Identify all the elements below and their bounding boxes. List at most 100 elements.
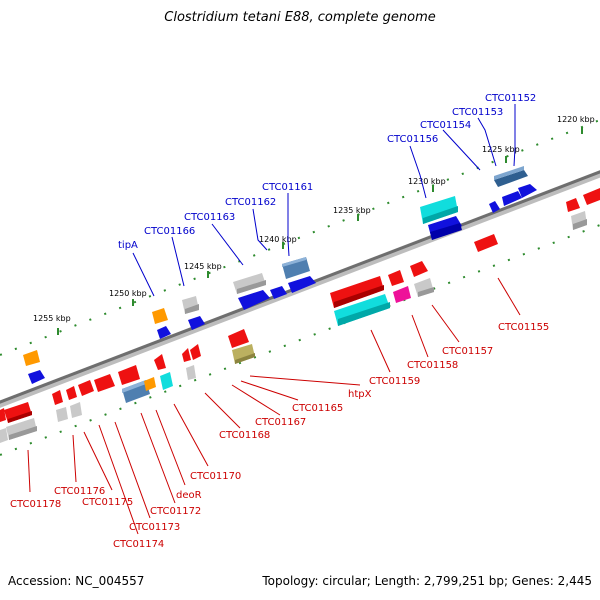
tick-label: 1255 kbp [33,314,71,323]
gene-label: tipA [118,240,138,251]
gene-label: CTC01162 [225,197,276,208]
gene-arrow [414,278,434,297]
tick-mark: 1220 kbp [557,115,595,134]
gene-arrow [489,201,500,213]
gene-arrow [233,273,266,294]
gene-label: CTC01161 [262,182,313,193]
tick-label: 1230 kbp [408,177,446,186]
gene-arrow [288,276,316,293]
forward-gene-labels: CTC01152 CTC01153 CTC01154 CTC01156 CTC0… [118,93,536,251]
gene-arrow [228,329,249,348]
gene-arrow [0,408,6,422]
gene-arrow [188,316,205,330]
gene-arrow [474,234,498,252]
gene-arrow [502,184,537,206]
gene-arrow [122,380,150,403]
tick-label: 1240 kbp [259,235,297,244]
gene-arrow [66,386,77,400]
upper-dotted-track [0,119,600,356]
gene-label: CTC01166 [144,226,195,237]
gene-label: CTC01172 [150,506,201,517]
gene-arrow [410,261,428,277]
gene-arrow [186,365,196,380]
gene-label: CTC01155 [498,322,549,333]
gene-arrow [583,188,600,205]
gene-arrow [52,390,63,405]
gene-arrow [494,166,528,187]
gene-arrow [6,418,37,440]
gene-arrow [232,344,255,364]
gene-arrow [190,344,201,360]
gene-label: CTC01159 [369,376,420,387]
gene-arrow [28,370,45,384]
gene-arrow [334,294,390,326]
tick-mark: 1235 kbp [333,206,371,221]
tick-label: 1250 kbp [109,289,147,298]
gene-arrow [154,354,166,370]
tick-mark: 1255 kbp [33,314,71,335]
gene-label: deoR [176,490,202,501]
gene-label: CTC01175 [82,497,133,508]
scale-ticks: 1220 kbp 1225 kbp 1230 kbp 1235 kbp 1240… [33,115,595,335]
gene-label: CTC01156 [387,134,438,145]
gene-label: htpX [348,389,372,400]
gene-label: CTC01163 [184,212,235,223]
gene-label: CTC01178 [10,499,61,510]
gene-arrow [571,211,587,230]
gene-label: CTC01167 [255,417,306,428]
tick-label: 1220 kbp [557,115,595,124]
tick-mark: 1230 kbp [408,177,446,192]
gene-arrow [0,428,8,443]
gene-label: CTC01165 [292,403,343,414]
gene-arrow [78,380,94,396]
tick-label: 1235 kbp [333,206,371,215]
tick-mark: 1225 kbp [482,145,520,163]
map-title: Clostridium tetani E88, complete genome [164,10,436,25]
accession-text: Accession: NC_004557 [8,574,145,588]
gene-arrow [160,372,173,390]
reverse-gene-labels: CTC01155 CTC01157 CTC01158 CTC01159 htpX… [10,322,549,550]
gene-label: CTC01176 [54,486,105,497]
tick-mark: 1250 kbp [109,289,147,306]
gene-label: CTC01158 [407,360,458,371]
gene-arrow [152,308,168,324]
gene-arrow [238,290,270,310]
gene-arrow [118,365,140,385]
gene-label: CTC01154 [420,120,471,131]
gene-arrow [56,407,68,422]
tick-mark: 1240 kbp [259,235,297,249]
forward-leader-lines [132,104,516,297]
forward-genes [23,166,537,384]
lower-dotted-track [0,224,600,456]
genome-stats-text: Topology: circular; Length: 2,799,251 bp… [262,574,592,588]
tick-label: 1245 kbp [184,262,222,271]
gene-arrow [270,286,287,299]
gene-arrow [157,326,171,339]
gene-arrow [282,257,310,279]
reverse-leader-lines [27,277,521,535]
gene-arrow [94,374,115,392]
gene-label: CTC01157 [442,346,493,357]
gene-arrow [566,198,580,212]
tick-mark: 1245 kbp [184,262,222,278]
gene-arrow [4,402,32,423]
gene-arrow [388,270,404,286]
gene-arrow [330,276,384,308]
reverse-genes [0,188,600,443]
gene-label: CTC01152 [485,93,536,104]
gene-label: CTC01170 [190,471,241,482]
tick-label: 1225 kbp [482,145,520,154]
gene-arrow [23,350,40,366]
gene-arrow [182,348,191,362]
gene-label: CTC01153 [452,107,503,118]
gene-arrow [70,402,82,418]
gene-label: CTC01174 [113,539,164,550]
gene-arrow [420,196,458,224]
gene-arrow [393,286,411,303]
gene-arrow [428,216,462,240]
gene-label: CTC01173 [129,522,180,533]
gene-arrow [182,296,199,314]
gene-label: CTC01168 [219,430,270,441]
